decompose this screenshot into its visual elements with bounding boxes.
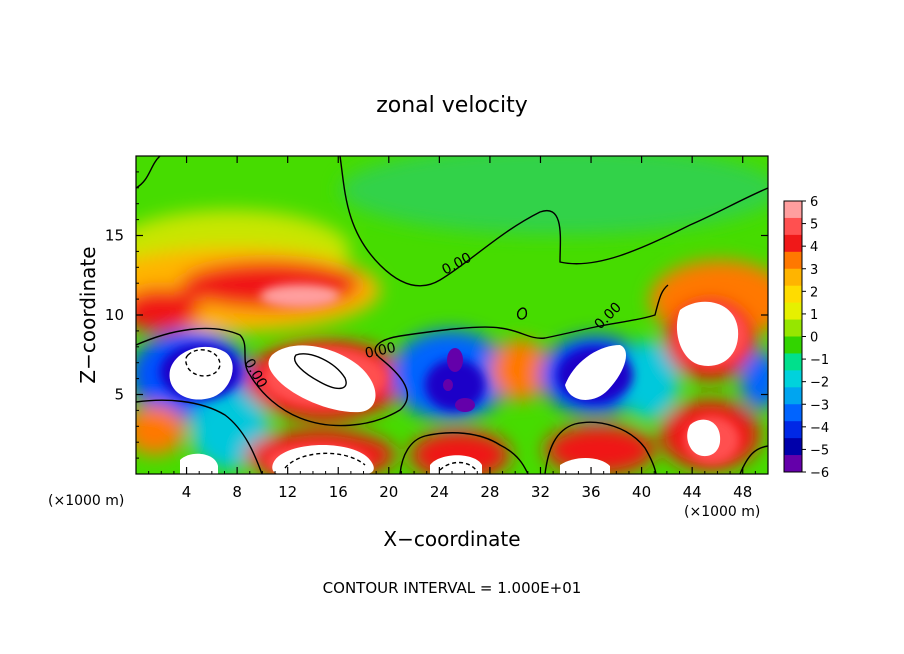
y-unit-label: (×1000 m) bbox=[48, 493, 124, 509]
contour-line bbox=[136, 284, 669, 427]
minimum-region bbox=[455, 398, 475, 412]
colorbar-swatch bbox=[784, 251, 802, 270]
colorbar-label: −5 bbox=[810, 443, 829, 458]
y-tick-label: 15 bbox=[105, 227, 124, 245]
contour-line bbox=[339, 156, 768, 287]
colorbar-swatch bbox=[784, 302, 802, 321]
x-unit-label: (×1000 m) bbox=[684, 504, 760, 520]
x-tick-label: 8 bbox=[232, 483, 242, 501]
colorbar-swatch bbox=[784, 404, 802, 422]
chart-title: zonal velocity bbox=[376, 93, 528, 118]
colorbar: 6 5 4 3 2 1 0 −1 −2 −3 −4 −5 −6 bbox=[783, 195, 829, 481]
saturated-region bbox=[560, 457, 610, 474]
x-tick-label: 48 bbox=[733, 483, 752, 501]
colorbar-label: 1 bbox=[810, 308, 818, 323]
saturated-region bbox=[430, 455, 482, 474]
colorbar-label: 4 bbox=[810, 240, 818, 255]
saturated-region bbox=[180, 453, 218, 474]
x-tick-label: 36 bbox=[581, 483, 600, 501]
minima-regions bbox=[443, 348, 475, 412]
minimum-region bbox=[443, 379, 453, 391]
x-axis-label: X−coordinate bbox=[383, 527, 520, 551]
contour-line bbox=[399, 432, 529, 474]
colorbar-label: 3 bbox=[810, 263, 818, 278]
x-tick-label: 28 bbox=[480, 483, 499, 501]
y-tick-label: 5 bbox=[114, 386, 124, 404]
colorbar-label: −3 bbox=[810, 398, 829, 413]
colorbar-swatch bbox=[784, 455, 802, 473]
x-tick-label: 20 bbox=[379, 483, 398, 501]
contour-line-inner bbox=[293, 353, 347, 389]
contour-interval-note: CONTOUR INTERVAL = 1.000E+01 bbox=[323, 579, 582, 597]
colorbar-label: −2 bbox=[810, 376, 829, 391]
colorbar-swatch bbox=[784, 353, 802, 371]
x-tick-label: 32 bbox=[531, 483, 550, 501]
colorbar-swatch bbox=[784, 285, 802, 304]
colorbar-label: −6 bbox=[810, 466, 829, 481]
field-blob bbox=[136, 288, 200, 332]
contour-line bbox=[136, 399, 263, 474]
contour-line bbox=[136, 156, 161, 189]
x-tick-label: 4 bbox=[182, 483, 192, 501]
y-tick-label: 10 bbox=[105, 306, 124, 324]
colorbar-swatch bbox=[784, 421, 802, 439]
contour-line bbox=[516, 307, 528, 320]
colorbar-swatch bbox=[784, 217, 802, 236]
colorbar-swatch bbox=[784, 336, 802, 354]
colorbar-swatch bbox=[784, 201, 802, 219]
colorbar-label: 0 bbox=[810, 331, 818, 346]
x-tick-label: 24 bbox=[430, 483, 449, 501]
colorbar-label: 2 bbox=[810, 285, 818, 300]
colorbar-swatch bbox=[784, 387, 802, 405]
field-blob bbox=[340, 156, 768, 235]
contours bbox=[136, 156, 768, 474]
x-tick-label: 12 bbox=[278, 483, 297, 501]
field-blob bbox=[136, 405, 185, 455]
colorbar-swatch bbox=[784, 370, 802, 388]
colorbar-swatch bbox=[784, 234, 802, 253]
saturated-region bbox=[565, 345, 627, 400]
saturated-region bbox=[676, 301, 739, 366]
x-axis: 4 8 12 16 20 24 28 32 36 40 44 48 bbox=[148, 156, 756, 501]
x-tick-label: 16 bbox=[329, 483, 348, 501]
colorbar-label: 6 bbox=[810, 195, 818, 210]
contour-label: 0.00 bbox=[364, 340, 398, 362]
field-blob bbox=[620, 340, 680, 420]
contour-line-dashed bbox=[185, 349, 221, 377]
x-tick-label: 40 bbox=[632, 483, 651, 501]
y-axis-label: Z−coordinate bbox=[76, 246, 100, 383]
contour-line bbox=[739, 445, 768, 474]
colorbar-swatch bbox=[784, 438, 802, 456]
colorbar-swatch bbox=[784, 319, 802, 337]
saturated-region bbox=[169, 346, 233, 400]
field-core bbox=[260, 284, 340, 308]
contour-line-dashed bbox=[284, 452, 366, 469]
field-core bbox=[425, 359, 485, 411]
field-blob bbox=[740, 350, 768, 410]
saturated-region bbox=[272, 445, 374, 474]
plot-area: 0.00 0.00 0.00 0.00 bbox=[136, 156, 768, 474]
contour-line-dashed bbox=[439, 461, 477, 471]
x-tick-label: 44 bbox=[683, 483, 702, 501]
colorbar-label: 5 bbox=[810, 218, 818, 233]
minimum-region bbox=[447, 348, 463, 372]
colorbar-label: −4 bbox=[810, 421, 829, 436]
colorbar-swatch bbox=[784, 268, 802, 287]
saturated-region bbox=[687, 419, 721, 457]
colorbar-label: −1 bbox=[810, 353, 829, 368]
contour-line bbox=[544, 421, 657, 474]
field-blob bbox=[490, 340, 550, 400]
y-axis: 5 10 15 bbox=[105, 171, 768, 459]
